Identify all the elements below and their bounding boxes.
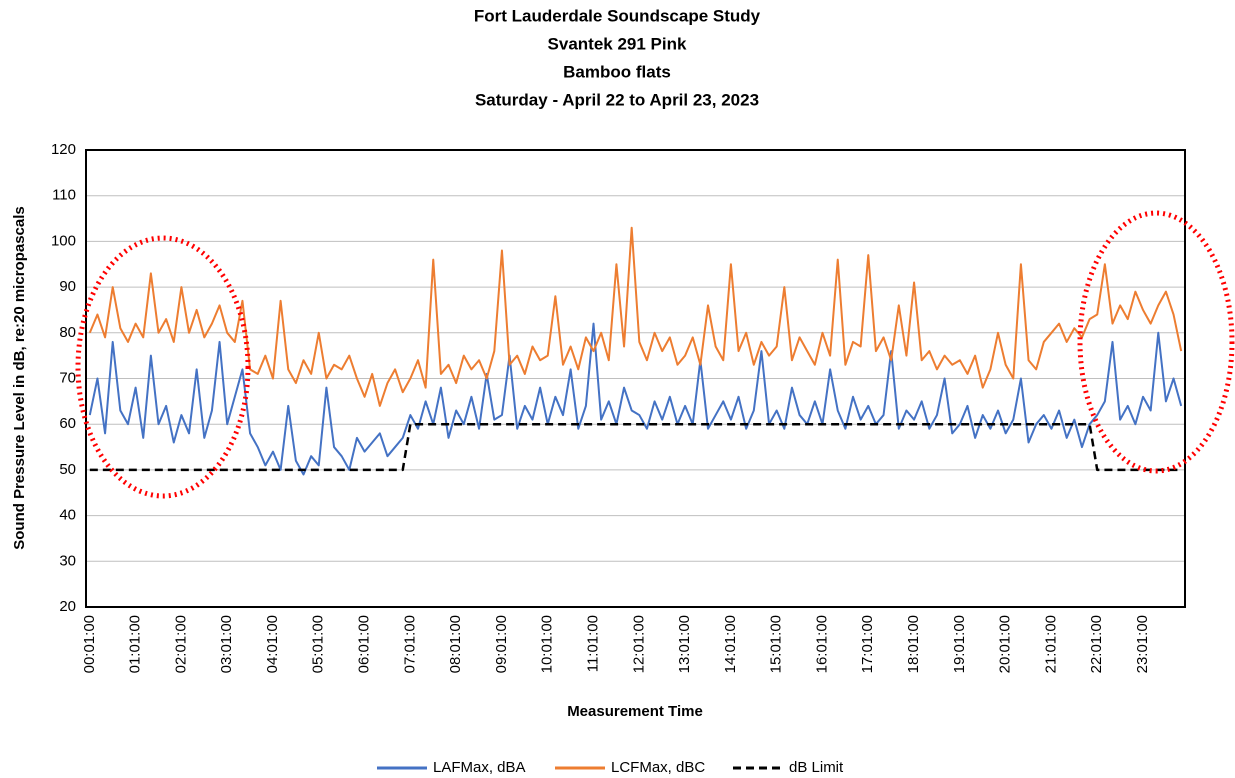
- y-tick-label: 90: [59, 278, 76, 295]
- x-tick-label: 18:01:00: [905, 615, 922, 673]
- x-tick-label: 23:01:00: [1134, 615, 1151, 673]
- x-tick-label: 10:01:00: [539, 615, 556, 673]
- x-tick-label: 19:01:00: [951, 615, 968, 673]
- x-tick-label: 15:01:00: [768, 615, 785, 673]
- x-tick-label: 11:01:00: [584, 615, 601, 672]
- x-tick-label: 04:01:00: [264, 615, 281, 673]
- x-tick-label: 03:01:00: [218, 615, 235, 673]
- legend-label: dB Limit: [789, 759, 844, 776]
- y-tick-label: 120: [51, 141, 76, 158]
- highlight-ellipse: [1077, 210, 1235, 474]
- x-tick-label: 17:01:00: [859, 615, 876, 673]
- y-tick-label: 50: [59, 461, 76, 478]
- y-tick-label: 60: [59, 415, 76, 432]
- plot-border: [85, 149, 1186, 608]
- x-tick-label: 09:01:00: [493, 615, 510, 673]
- chart-title: Fort Lauderdale Soundscape Study: [474, 6, 761, 25]
- x-tick-label: 12:01:00: [630, 615, 647, 673]
- line-series: [88, 226, 1183, 407]
- x-tick-label: 01:01:00: [127, 615, 144, 673]
- x-axis-title: Measurement Time: [567, 703, 703, 720]
- legend-label: LAFMax, dBA: [433, 759, 526, 776]
- plot-area: 20 30 40 50 60 70 80 90 100 110 120 00:01:00 01:01:0…: [51, 141, 1186, 673]
- y-tick-label: 110: [52, 187, 76, 204]
- chart-subtitle: Bamboo flats: [563, 62, 671, 81]
- chart-subtitle: Saturday - April 22 to April 23, 2023: [475, 90, 759, 109]
- y-tick-label: 20: [59, 598, 76, 615]
- x-tick-label: 00:01:00: [81, 615, 98, 673]
- x-tick-label: 08:01:00: [447, 615, 464, 673]
- line-series: [88, 322, 1183, 476]
- legend: LAFMax, dBA LCFMax, dBC dB Limit: [377, 759, 844, 776]
- chart-subtitle: Svantek 291 Pink: [548, 34, 687, 53]
- y-tick-label: 70: [59, 369, 76, 386]
- x-tick-label: 02:01:00: [172, 615, 189, 673]
- highlight-ellipse: [75, 235, 251, 499]
- legend-label: LCFMax, dBC: [611, 759, 705, 776]
- line-series: [89, 422, 1182, 472]
- y-tick-label: 100: [51, 232, 76, 249]
- x-tick-label: 20:01:00: [997, 615, 1014, 673]
- x-tick-label: 13:01:00: [676, 615, 693, 673]
- x-tick-label: 22:01:00: [1088, 615, 1105, 673]
- x-tick-label: 06:01:00: [356, 615, 373, 673]
- y-tick-label: 80: [59, 324, 76, 341]
- y-tick-label: 40: [59, 507, 76, 524]
- x-tick-label: 14:01:00: [722, 615, 739, 673]
- y-axis-title: Sound Pressure Level in dB, re:20 microp…: [11, 206, 28, 549]
- x-tick-label: 21:01:00: [1042, 615, 1059, 673]
- x-tick-label: 05:01:00: [310, 615, 327, 673]
- y-tick-label: 30: [59, 552, 76, 569]
- x-tick-label: 07:01:00: [401, 615, 418, 673]
- x-tick-label: 16:01:00: [813, 615, 830, 673]
